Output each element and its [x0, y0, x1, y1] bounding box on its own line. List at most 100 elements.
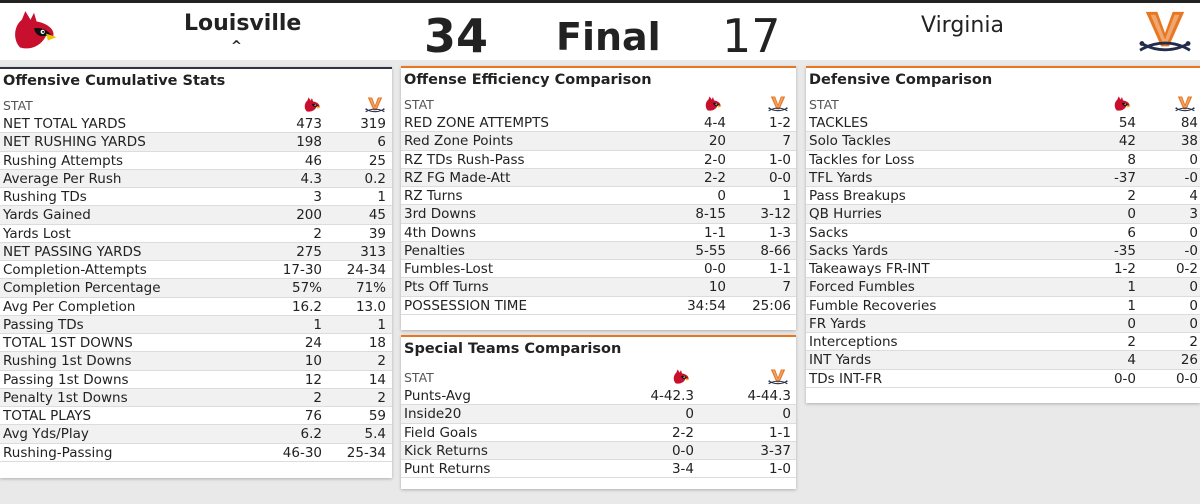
table-row: 4th Downs 1-1 1-3 [401, 224, 796, 242]
virginia-value: 84 [1180, 115, 1198, 131]
virginia-sabres-logo-icon [1136, 8, 1194, 56]
cardinal-logo-icon [703, 95, 723, 113]
virginia-value: 2 [377, 353, 386, 370]
louisville-value: 34:54 [687, 297, 726, 314]
louisville-value: 8-15 [695, 206, 726, 223]
virginia-value: 24-34 [346, 262, 386, 278]
defensive-panel: Defensive Comparison STAT TACKLES 54 84 Sol… [806, 66, 1200, 403]
louisville-value: 0-0 [1113, 370, 1136, 387]
stat-label: Avg Yds/Play [3, 426, 89, 443]
table-row: Sacks 6 0 [806, 224, 1200, 242]
stat-label: RZ TDs Rush-Pass [404, 151, 525, 168]
table-row: Completion Percentage 57% 71% [0, 279, 392, 298]
louisville-value: 4-42.3 [650, 388, 694, 404]
virginia-value: 0 [782, 406, 791, 423]
stat-label: NET TOTAL YARDS [3, 116, 127, 132]
table-row: Rushing TDs 3 1 [0, 188, 392, 207]
panel-title: Defensive Comparison [809, 72, 993, 88]
stat-label: Completion Percentage [3, 280, 161, 297]
louisville-value: 6.2 [300, 426, 322, 443]
stat-label: RED ZONE ATTEMPTS [404, 115, 549, 131]
cardinal-logo-icon [8, 7, 60, 55]
virginia-value: 25 [368, 152, 386, 169]
louisville-value: 0 [1127, 315, 1136, 332]
table-row: Takeaways FR-INT 1-2 0-2 [806, 260, 1200, 279]
table-row: TACKLES 54 84 [806, 114, 1200, 133]
special-teams-panel: Special Teams Comparison STAT Punts-Avg 4… [401, 335, 796, 489]
sort-caret-icon[interactable]: ^ [231, 39, 242, 54]
virginia-value: 0 [1189, 297, 1198, 314]
stat-label: Red Zone Points [404, 133, 514, 150]
stat-label: Pass Breakups [809, 188, 906, 204]
stat-label: Penalty 1st Downs [3, 389, 128, 406]
virginia-value: 3 [1189, 206, 1198, 223]
table-row: POSSESSION TIME 34:54 25:06 [401, 297, 796, 315]
table-row: 3rd Downs 8-15 3-12 [401, 205, 796, 224]
table-row: Penalties 5-55 8-66 [401, 241, 796, 260]
table-row: Rushing-Passing 46-30 25-34 [0, 444, 392, 462]
louisville-value: 275 [296, 243, 322, 260]
virginia-value: 0-0 [1175, 370, 1198, 387]
table-row: Completion-Attempts 17-30 24-34 [0, 261, 392, 280]
virginia-value: 26 [1180, 352, 1198, 369]
virginia-value: 39 [368, 225, 386, 242]
virginia-value: 71% [355, 280, 386, 297]
virginia-sabres-logo-icon [1174, 95, 1196, 113]
virginia-value: 13.0 [355, 298, 386, 315]
table-row: Rushing Attempts 46 25 [0, 152, 392, 170]
louisville-value: 4 [1127, 352, 1136, 369]
table-row: FR Yards 0 0 [806, 314, 1200, 333]
virginia-value: 1 [782, 188, 791, 204]
table-row: Field Goals 2-2 1-1 [401, 424, 796, 442]
stat-label: Passing TDs [3, 316, 84, 333]
stat-label: TACKLES [809, 115, 869, 131]
stat-label: FR Yards [809, 315, 867, 332]
stat-label: Yards Lost [3, 225, 71, 242]
stat-label: Kick Returns [404, 442, 488, 459]
table-row: Punt Returns 3-4 1-0 [401, 460, 796, 479]
louisville-value: 46-30 [282, 444, 322, 461]
column-header: STAT [401, 88, 796, 114]
louisville-value: 2 [1127, 334, 1136, 350]
virginia-value: 45 [368, 207, 386, 224]
virginia-sabres-logo-icon [767, 368, 789, 386]
stat-label: Field Goals [404, 424, 478, 441]
table-row: Yards Lost 2 39 [0, 225, 392, 243]
louisville-value: 0 [1127, 206, 1136, 223]
table-row: Fumbles-Lost 0-0 1-1 [401, 260, 796, 279]
louisville-value: 8 [1127, 151, 1136, 168]
louisville-value: 76 [304, 408, 322, 424]
louisville-value: 10 [708, 279, 726, 296]
virginia-value: 18 [368, 335, 386, 351]
virginia-value: 7 [782, 279, 791, 296]
louisville-value: 0-0 [703, 261, 726, 277]
louisville-value: 24 [304, 335, 322, 351]
stat-label: Penalties [404, 242, 465, 259]
table-row: Rushing 1st Downs 10 2 [0, 352, 392, 371]
louisville-value: 0 [685, 406, 694, 423]
table-row: Red Zone Points 20 7 [401, 132, 796, 151]
table-row: Passing TDs 1 1 [0, 315, 392, 334]
louisville-value: 0 [717, 188, 726, 204]
table-row: TOTAL PLAYS 76 59 [0, 407, 392, 426]
table-row: Solo Tackles 42 38 [806, 132, 1200, 151]
louisville-value: 6 [1127, 224, 1136, 241]
table-row: Fumble Recoveries 1 0 [806, 297, 1200, 315]
stat-label: Punts-Avg [404, 388, 471, 404]
stat-label: Rushing Attempts [3, 152, 124, 169]
stats-table: Punts-Avg 4-42.3 4-44.3 Inside20 0 0 Field Goa… [401, 387, 796, 479]
panel-title: Offense Efficiency Comparison [404, 72, 652, 88]
virginia-value: -0 [1184, 169, 1198, 186]
stat-label: Sacks Yards [809, 242, 888, 259]
efficiency-panel: Offense Efficiency Comparison STAT RED Z… [401, 66, 796, 330]
stat-label: Takeaways FR-INT [809, 261, 930, 277]
virginia-value: 38 [1180, 133, 1198, 150]
virginia-value: 4 [1189, 188, 1198, 204]
virginia-sabres-logo-icon [364, 96, 386, 114]
louisville-value: 4.3 [300, 170, 322, 187]
scoreboard-header: Louisville ^ 34 Final 17 Virginia [0, 0, 1200, 60]
louisville-value: 1 [1127, 297, 1136, 314]
virginia-value: 1-1 [768, 261, 791, 277]
louisville-value: -35 [1113, 242, 1136, 259]
table-row: Avg Per Completion 16.2 13.0 [0, 298, 392, 316]
